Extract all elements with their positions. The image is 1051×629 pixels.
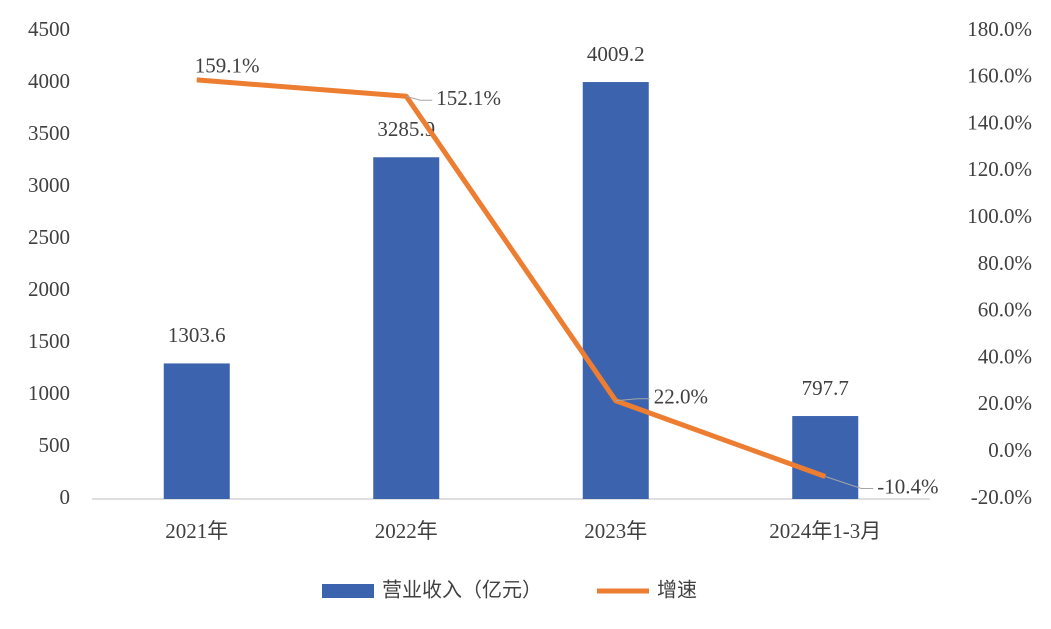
- y-tick-label: 2000: [28, 277, 70, 301]
- y2-tick-label: 60.0%: [978, 298, 1032, 322]
- x-tick-label: 2021年: [165, 519, 228, 543]
- y2-tick-label: 20.0%: [978, 391, 1032, 415]
- bar-value-label: 1303.6: [168, 323, 226, 347]
- y2-tick-label: 100.0%: [967, 204, 1032, 228]
- x-tick-label: 2023年: [584, 519, 647, 543]
- line-value-label: 22.0%: [654, 385, 708, 409]
- leader-line: [615, 398, 650, 402]
- line-value-label: 159.1%: [195, 54, 260, 78]
- y-tick-label: 4000: [28, 69, 70, 93]
- y2-tick-label: 40.0%: [978, 344, 1032, 368]
- y2-tick-label: 160.0%: [967, 64, 1032, 88]
- y2-tick-label: 120.0%: [967, 157, 1032, 181]
- bar-value-label: 797.7: [802, 376, 849, 400]
- y-tick-label: 1000: [28, 381, 70, 405]
- line-value-label: -10.4%: [877, 474, 938, 498]
- bar: [163, 363, 230, 499]
- y2-tick-label: 80.0%: [978, 251, 1032, 275]
- legend-swatch: [322, 584, 374, 598]
- y-tick-label: 1500: [28, 329, 70, 353]
- y-tick-label: 500: [39, 433, 71, 457]
- y2-tick-label: 140.0%: [967, 110, 1032, 134]
- bar: [792, 416, 859, 499]
- y-tick-label: 4500: [28, 17, 70, 41]
- leader-line: [406, 95, 433, 101]
- line-value-label: 152.1%: [436, 86, 501, 110]
- x-tick-label: 2022年: [375, 519, 438, 543]
- y-tick-label: 0: [60, 485, 71, 509]
- y-tick-label: 3500: [28, 121, 70, 145]
- y2-tick-label: -20.0%: [971, 485, 1032, 509]
- x-tick-label: 2024年1-3月: [769, 519, 881, 543]
- bar-value-label: 4009.2: [587, 42, 645, 66]
- legend: 营业收入（亿元） 增速: [322, 578, 697, 602]
- bar: [582, 82, 649, 499]
- leader-line: [825, 476, 874, 490]
- y2-tick-label: 0.0%: [988, 438, 1032, 462]
- bar: [373, 157, 440, 499]
- legend-label: 营业收入（亿元）: [382, 578, 542, 602]
- y-tick-label: 3000: [28, 173, 70, 197]
- y2-tick-label: 180.0%: [967, 17, 1032, 41]
- y-tick-label: 2500: [28, 225, 70, 249]
- legend-label: 增速: [657, 578, 697, 602]
- line: [196, 77, 827, 479]
